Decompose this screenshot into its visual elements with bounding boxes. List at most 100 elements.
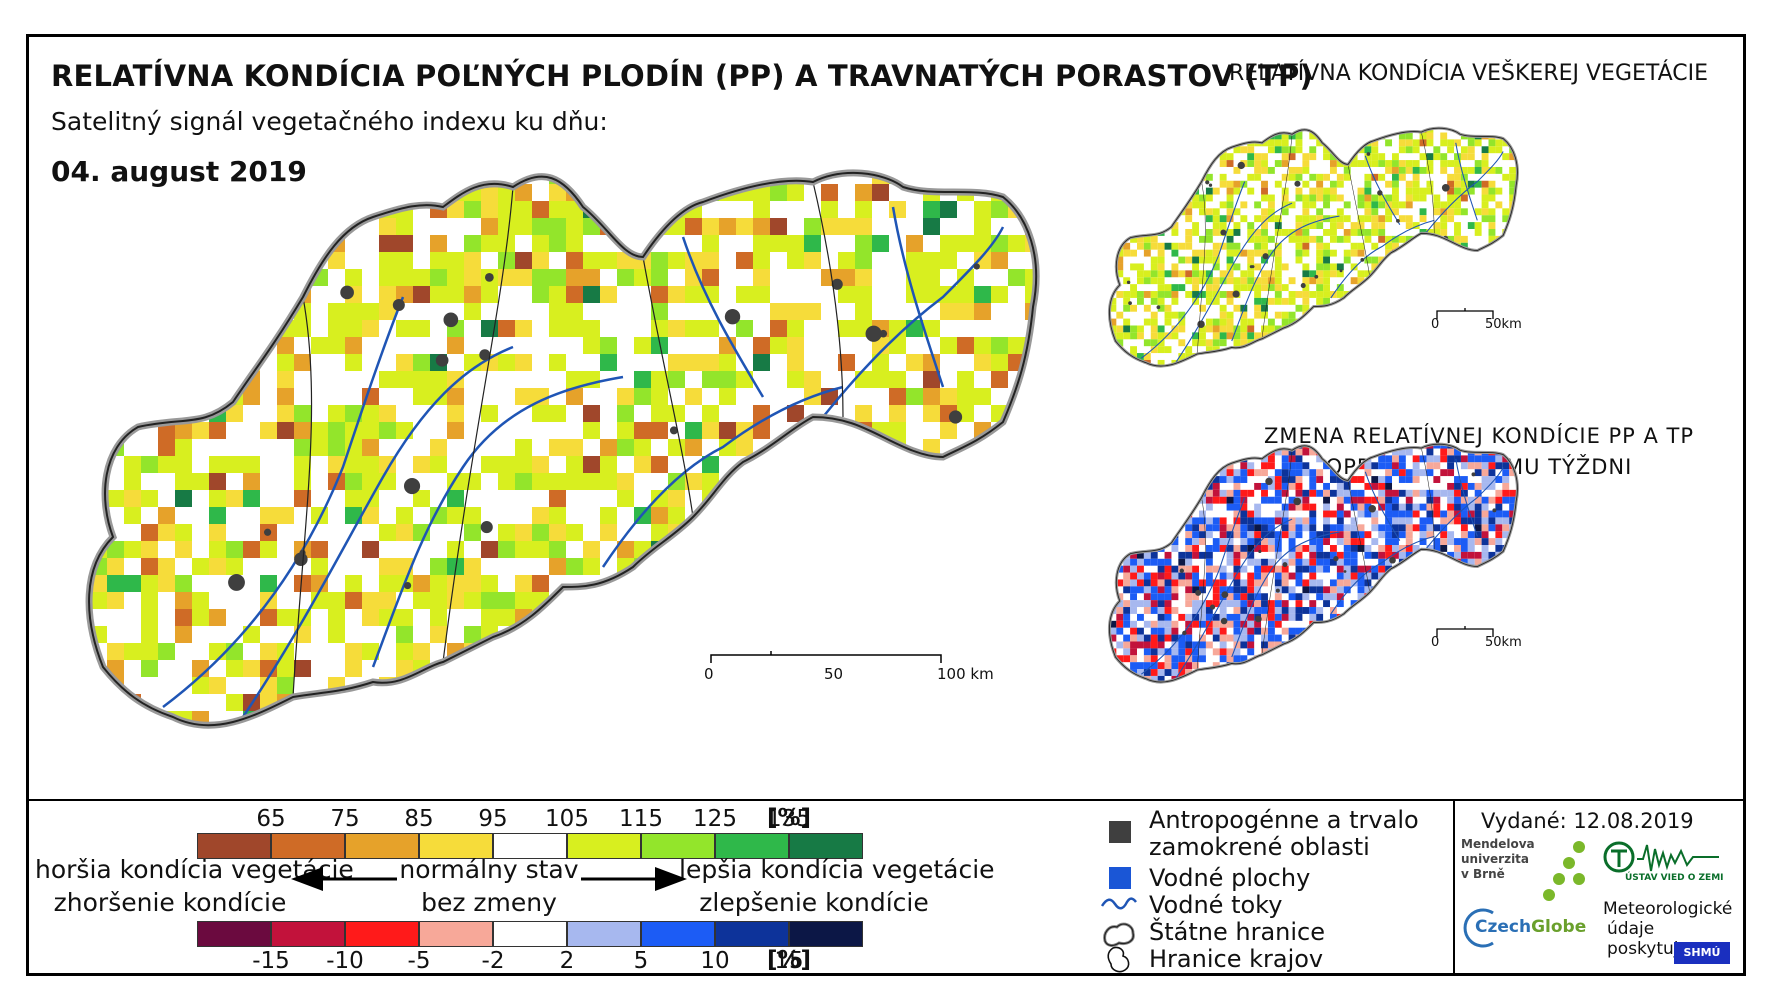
small2-scale-50: 50km (1485, 635, 1522, 650)
water-bodies-label: Vodné plochy (1149, 864, 1311, 892)
change-color-scale (197, 921, 863, 947)
meteo-line1: Meteorologické (1603, 899, 1733, 919)
map-cells (89, 172, 1037, 726)
worse-arrow-icon (291, 867, 397, 891)
normal-line1: normálny stav (399, 855, 579, 884)
state-border-icon (1103, 922, 1135, 947)
subtitle: Satelitný signál vegetačného indexu ku d… (51, 107, 608, 136)
main-scale-100: 100 km (937, 665, 994, 683)
tick-label: 85 (404, 806, 434, 832)
footer-divider (1453, 799, 1455, 976)
change-swatch-4 (493, 921, 567, 947)
change-condition-map (1108, 442, 1519, 684)
water-courses-label: Vodné toky (1149, 891, 1283, 919)
water-body-icon (1109, 867, 1131, 889)
condition-swatch-3 (419, 833, 493, 859)
condition-swatch-2 (345, 833, 419, 859)
tick-label: 15 (774, 948, 804, 974)
tick-label: 125 (693, 806, 737, 832)
mendel-line2: univerzita (1461, 852, 1530, 866)
region-border-icon (1107, 946, 1130, 973)
better-line2: zlepšenie kondície (699, 888, 929, 917)
change-swatch-8 (789, 921, 863, 947)
change-swatch-6 (641, 921, 715, 947)
condition-swatch-7 (715, 833, 789, 859)
condition-swatch-6 (641, 833, 715, 859)
anthropogenic-icon (1109, 821, 1131, 843)
tick-label: 5 (633, 948, 649, 974)
small1-scale-50: 50km (1485, 317, 1522, 332)
meteo-line3: poskytuje: (1607, 939, 1695, 959)
mendel-line1: Mendelova (1461, 837, 1535, 851)
state-border-label: Štátne hranice (1149, 918, 1325, 946)
condition-tick-labels: 65 75 85 95 105 115 125 135 (29, 806, 929, 832)
better-line1: lepšia kondícia vegetácie (679, 855, 995, 884)
condition-swatch-5 (567, 833, 641, 859)
issued-value: 12.08.2019 (1573, 809, 1694, 833)
change-swatch-5 (567, 921, 641, 947)
meteo-line2: údaje (1607, 919, 1655, 939)
tick-label: 115 (619, 806, 663, 832)
globe-text: Globe (1531, 917, 1587, 937)
state-border (88, 171, 1038, 727)
main-scale-50: 50 (824, 665, 844, 683)
main-title: RELATÍVNA KONDÍCIA POĽNÝCH PLODÍN (PP) A… (51, 59, 1313, 93)
tick-label: 75 (330, 806, 360, 832)
meteo-provider: Meteorologické údaje poskytuje: (1603, 899, 1732, 959)
tick-label: -5 (407, 948, 431, 974)
map-frame: RELATÍVNA KONDÍCIA POĽNÝCH PLODÍN (PP) A… (26, 34, 1746, 976)
change-swatch-2 (345, 921, 419, 947)
tick-label: 65 (256, 806, 286, 832)
mendel-dots-icon (1543, 841, 1585, 901)
anthropogenic-line2: zamokrené oblasti (1149, 833, 1370, 861)
tick-label: -15 (252, 948, 290, 974)
small1-scale-0: 0 (1431, 317, 1440, 332)
small-scalebar-1 (1436, 308, 1494, 319)
state-border (1109, 127, 1518, 367)
better-arrow-icon (581, 867, 687, 891)
better-label: lepšia kondícia vegetácie zlepšenie kond… (679, 853, 995, 919)
condition-swatch-1 (271, 833, 345, 859)
tick-label: 95 (478, 806, 508, 832)
legend-divider (29, 799, 1743, 801)
mendel-line3: v Brně (1461, 867, 1505, 881)
small-scalebar-2 (1436, 626, 1494, 637)
czech-text: Czech (1475, 917, 1532, 937)
main-scalebar (710, 651, 942, 663)
change-swatch-3 (419, 921, 493, 947)
vegetation-map-title: RELATÍVNA KONDÍCIA VEŠKEREJ VEGETÁCIE (1229, 61, 1709, 86)
shmu-logo: SHMÚ (1674, 942, 1730, 964)
river-icon (1101, 897, 1137, 910)
tick-label: 2 (559, 948, 575, 974)
condition-unit: [%] (767, 805, 812, 831)
map-cells (1109, 128, 1518, 367)
change-unit: [%] (767, 947, 812, 973)
mendel-university-logo: Mendelova univerzita v Brně (1461, 837, 1535, 882)
tick-label: -10 (326, 948, 364, 974)
normal-label: normálny stav bez zmeny (399, 853, 579, 919)
change-title-line1: ZMENA RELATÍVNEJ KONDÍCIE PP A TP (1263, 424, 1695, 448)
ustav-logo-icon (1603, 841, 1719, 873)
vegetation-condition-map (1108, 126, 1519, 368)
czechglobe-icon (1463, 908, 1494, 948)
region-border-label: Hranice krajov (1149, 945, 1324, 973)
anthropogenic-line1: Antropogénne a trvalo (1149, 806, 1419, 834)
change-swatch-7 (715, 921, 789, 947)
issued-label: Vydané: (1481, 809, 1567, 833)
condition-color-scale (197, 833, 863, 859)
ustav-logo-text: ÚSTAV VIED O ZEMI (1625, 873, 1724, 883)
small2-scale-0: 0 (1431, 635, 1440, 650)
change-swatch-0 (197, 921, 271, 947)
tick-label: -2 (481, 948, 505, 974)
map-cells (1109, 444, 1518, 683)
state-border (1109, 443, 1518, 683)
condition-swatch-4 (493, 833, 567, 859)
worse-label: horšia kondícia vegetácie zhoršenie kond… (35, 853, 354, 919)
condition-swatch-0 (197, 833, 271, 859)
tick-label: 105 (545, 806, 589, 832)
tick-label: 135 (767, 806, 811, 832)
tick-label: 10 (700, 948, 730, 974)
normal-line2: bez zmeny (421, 888, 557, 917)
map-date: 04. august 2019 (51, 155, 307, 188)
condition-swatch-8 (789, 833, 863, 859)
